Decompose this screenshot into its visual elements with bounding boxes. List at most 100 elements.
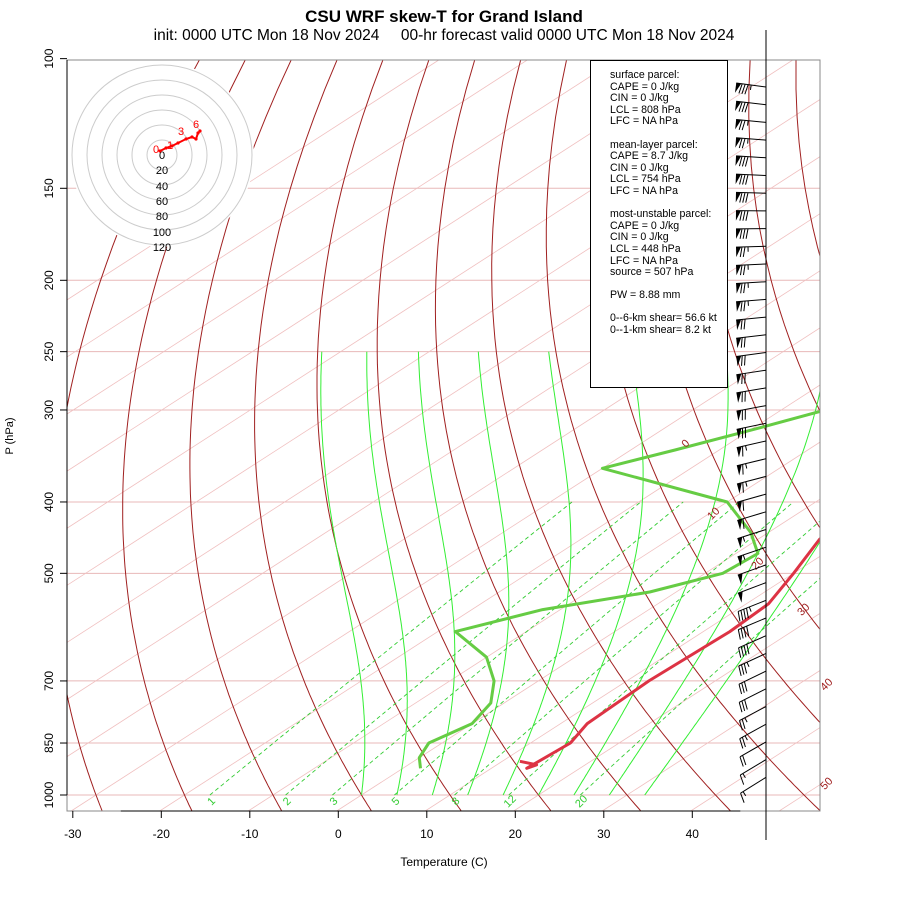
moist-adiabat-line xyxy=(320,351,366,796)
isotherm-grid-line xyxy=(159,384,820,811)
mixing-ratio-line xyxy=(508,520,820,796)
wind-barb-full xyxy=(741,84,746,95)
wind-barb xyxy=(738,688,767,713)
wind-barb-flag xyxy=(737,500,742,512)
wind-barb-full xyxy=(741,355,743,366)
x-tick-label: -30 xyxy=(64,827,82,841)
mixing-ratio-label: 12 xyxy=(502,793,519,810)
wind-barb xyxy=(736,263,767,276)
wind-barb-flag xyxy=(736,428,742,440)
hodograph-point xyxy=(170,144,174,148)
mixing-ratio-label: 3 xyxy=(328,795,341,808)
wind-barb-full xyxy=(738,138,743,149)
wind-barb-full xyxy=(744,699,748,710)
moist-adiabat-line xyxy=(538,351,644,796)
wind-barb-full xyxy=(740,301,743,312)
wind-barb-flag xyxy=(736,337,742,349)
dry-adiabat-line xyxy=(545,60,820,811)
hodograph-point xyxy=(164,146,168,150)
wind-barb-full xyxy=(738,119,743,130)
wind-barb-half xyxy=(742,554,746,560)
wind-barb xyxy=(737,564,767,585)
info-line: LFC = NA hPa xyxy=(610,115,679,128)
info-line: CIN = 0 J/kg xyxy=(610,92,669,105)
wind-barb-half xyxy=(744,717,748,723)
wind-barb xyxy=(736,298,767,312)
wind-barb xyxy=(736,387,767,403)
info-line: CAPE = 0 J/kg xyxy=(610,80,680,93)
wind-barb-full xyxy=(743,645,747,656)
wind-barb xyxy=(738,652,767,677)
wind-barb-full xyxy=(743,337,746,348)
wind-barb-flag xyxy=(735,155,742,166)
wind-barb-flag xyxy=(735,119,742,130)
dry-adiabat-line xyxy=(491,60,731,811)
dewpoint-profile-line xyxy=(417,409,820,769)
hodograph-point xyxy=(194,137,198,141)
wind-barb-full xyxy=(743,681,748,692)
wind-barb xyxy=(740,776,767,803)
wind-barb-full xyxy=(743,301,746,312)
wind-barb-flag xyxy=(736,301,742,312)
y-axis-label: P (hPa) xyxy=(4,417,16,454)
hodograph: 0 20 40 60 80 100 120 0 136 xyxy=(70,63,254,254)
wind-barb-full xyxy=(741,682,745,693)
wind-barb-full xyxy=(739,738,744,749)
info-line: CIN = 0 J/kg xyxy=(610,161,669,174)
wind-barb-full xyxy=(740,628,744,639)
wind-barb-full xyxy=(738,101,743,112)
wind-barb xyxy=(734,82,767,95)
wind-barb-shaft xyxy=(735,191,767,194)
isotherm-label: 10 xyxy=(705,505,722,522)
isotherm-grid-line xyxy=(778,784,820,811)
x-tick-label: 20 xyxy=(509,827,523,841)
wind-barb-flag xyxy=(735,101,742,112)
wind-barb-full xyxy=(739,210,743,221)
x-tick-label: 10 xyxy=(420,827,434,841)
wind-barb-half xyxy=(748,606,752,612)
x-tick-label: -10 xyxy=(241,827,259,841)
dry-adiabat-line xyxy=(254,60,372,811)
wind-barb-shaft xyxy=(737,599,767,612)
isotherm-label: 50 xyxy=(818,775,835,792)
mean-layer-parcel-block: mean-layer parcel: CAPE = 8.7 J/kg CIN =… xyxy=(610,138,727,198)
info-line: LFC = NA hPa xyxy=(610,184,679,197)
wind-barb-full xyxy=(742,210,746,221)
info-line: mean-layer parcel: xyxy=(610,138,698,151)
hodograph-ring-label: 120 xyxy=(153,242,171,254)
info-line: source = 507 hPa xyxy=(610,266,694,279)
wind-barb-flag xyxy=(737,573,743,585)
moist-adiabat-line xyxy=(644,540,820,796)
wind-barb-full xyxy=(742,500,745,511)
wind-barb-flag xyxy=(736,265,742,276)
wind-barb xyxy=(736,281,767,294)
isotherm-grid-line xyxy=(70,327,820,811)
wind-barb xyxy=(737,617,767,640)
wind-barb-full xyxy=(740,610,744,621)
info-line: most-unstable parcel: xyxy=(610,208,712,221)
isotherm-label: 40 xyxy=(818,676,835,693)
hodograph-ring-label: 20 xyxy=(156,165,168,177)
wind-barb-shaft xyxy=(736,352,767,357)
wind-barb-full xyxy=(746,608,749,619)
wind-barb-full xyxy=(738,665,742,677)
wind-barb-shaft xyxy=(739,741,767,758)
y-tick-label: 400 xyxy=(42,492,56,512)
hodograph-ring xyxy=(131,124,193,186)
wind-barb-full xyxy=(743,609,747,620)
wind-barb-flag xyxy=(735,137,742,148)
wind-barb-shaft xyxy=(736,458,767,467)
x-axis-label: Temperature (C) xyxy=(400,855,487,869)
wind-barb-full xyxy=(742,264,746,276)
wind-barb-full xyxy=(745,174,749,185)
wind-barb-shaft xyxy=(738,652,767,667)
wind-barb xyxy=(736,352,767,367)
wind-barb-flag xyxy=(736,373,742,385)
wind-barb-full xyxy=(742,192,746,203)
wind-barb-half xyxy=(742,791,747,797)
wind-barb-shaft xyxy=(737,546,767,558)
isotherm-grid-line xyxy=(67,60,528,358)
wind-barb-full xyxy=(745,210,749,221)
wind-barb-full xyxy=(743,282,746,294)
isotherm-grid-line xyxy=(336,498,820,811)
